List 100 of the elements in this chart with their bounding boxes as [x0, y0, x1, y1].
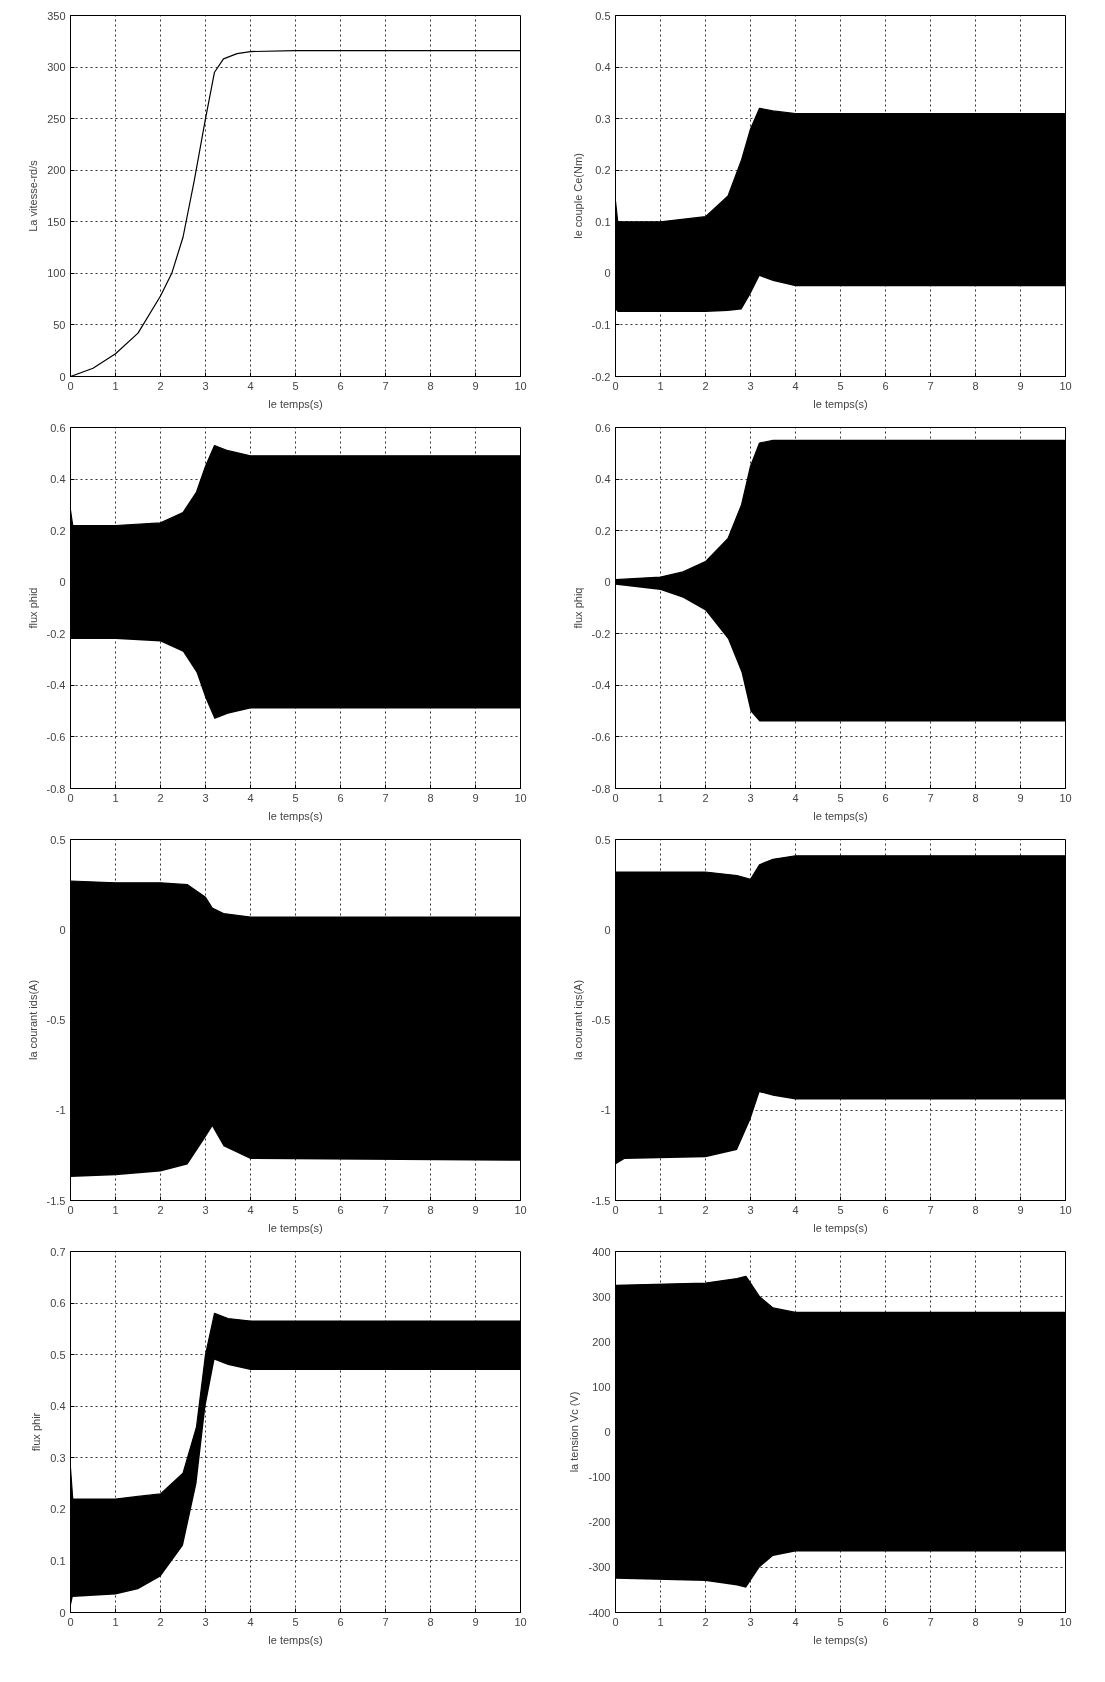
x-tick-label: 7 — [382, 1615, 389, 1628]
y-tick-label: -0.6 — [46, 730, 66, 743]
x-tick-label: 4 — [247, 379, 254, 392]
y-tick-label: 0 — [604, 267, 611, 280]
y-tick-label: 0.6 — [50, 1297, 66, 1310]
x-tick-label: 8 — [427, 1615, 434, 1628]
x-axis-title: le temps(s) — [268, 809, 323, 822]
x-tick-label: 6 — [337, 1615, 344, 1628]
x-axis-title: le temps(s) — [268, 1221, 323, 1234]
y-tick-label: 0.2 — [595, 164, 611, 177]
x-tick-label: 3 — [747, 1615, 754, 1628]
x-tick-label: 9 — [472, 1203, 479, 1216]
y-tick-label: 0.2 — [50, 1503, 66, 1516]
y-tick-label: -400 — [588, 1606, 611, 1619]
x-tick-label: 2 — [157, 1615, 164, 1628]
y-tick-label: 0.5 — [595, 833, 611, 846]
x-tick-label: 9 — [472, 791, 479, 804]
y-tick-label: 0 — [59, 923, 66, 936]
x-tick-label: 3 — [202, 1203, 209, 1216]
x-tick-label: 5 — [837, 1615, 844, 1628]
x-tick-label: 10 — [1059, 791, 1072, 804]
x-tick-label: 6 — [882, 791, 889, 804]
x-tick-label: 3 — [747, 379, 754, 392]
x-tick-label: 2 — [157, 379, 164, 392]
y-tick-label: 0.5 — [50, 1348, 66, 1361]
y-tick-label: -0.6 — [591, 730, 611, 743]
y-axis-title: la courant ids(A) — [26, 979, 39, 1061]
x-tick-label: 7 — [927, 791, 934, 804]
y-tick-label: -1.5 — [46, 1194, 66, 1207]
x-tick-label: 5 — [292, 1615, 299, 1628]
x-tick-label: 6 — [337, 1203, 344, 1216]
x-tick-label: 6 — [882, 1615, 889, 1628]
y-tick-label: 0.6 — [595, 421, 611, 434]
y-tick-label: 0 — [59, 370, 66, 383]
x-tick-label: 0 — [67, 1203, 74, 1216]
x-tick-label: 6 — [882, 1203, 889, 1216]
x-tick-label: 3 — [202, 1615, 209, 1628]
x-tick-label: 7 — [927, 1615, 934, 1628]
x-tick-label: 1 — [112, 1203, 119, 1216]
x-tick-label: 2 — [157, 791, 164, 804]
x-tick-label: 7 — [927, 1203, 934, 1216]
x-axis-title: le temps(s) — [813, 1221, 868, 1234]
x-tick-label: 3 — [202, 791, 209, 804]
y-tick-label: 0.4 — [595, 473, 611, 486]
y-tick-label: 0.1 — [595, 215, 611, 228]
y-tick-label: -0.5 — [46, 1014, 66, 1026]
x-axis-title: le temps(s) — [268, 397, 323, 410]
y-tick-label: 400 — [592, 1245, 611, 1258]
x-tick-label: 4 — [792, 791, 799, 804]
x-tick-label: 1 — [657, 791, 664, 804]
x-tick-label: 5 — [837, 791, 844, 804]
y-tick-label: 300 — [47, 61, 66, 74]
x-tick-label: 4 — [792, 1615, 799, 1628]
x-tick-label: 8 — [427, 1203, 434, 1216]
y-tick-label: 0.2 — [595, 524, 611, 537]
x-tick-label: 3 — [202, 379, 209, 392]
x-tick-label: 4 — [247, 1203, 254, 1216]
y-axis-title: La vitesse-rd/s — [27, 159, 40, 232]
y-tick-label: -100 — [588, 1471, 611, 1484]
y-tick-label: 200 — [592, 1335, 611, 1348]
y-tick-label: -0.4 — [46, 679, 66, 692]
x-tick-label: 8 — [972, 1615, 979, 1628]
x-tick-label: 5 — [292, 791, 299, 804]
y-tick-label: -1.5 — [591, 1194, 611, 1207]
y-tick-label: -200 — [588, 1516, 611, 1529]
x-tick-label: 9 — [1017, 1615, 1024, 1628]
y-tick-label: 0.7 — [50, 1245, 66, 1258]
x-tick-label: 10 — [1059, 1203, 1072, 1216]
x-tick-label: 9 — [1017, 791, 1024, 804]
x-tick-label: 7 — [382, 1203, 389, 1216]
y-tick-label: 0.3 — [595, 112, 611, 125]
x-tick-label: 8 — [427, 791, 434, 804]
y-tick-label: -0.2 — [591, 627, 611, 640]
y-tick-label: 0 — [604, 576, 611, 589]
y-tick-label: -0.8 — [46, 782, 66, 795]
y-tick-label: 50 — [53, 318, 66, 331]
y-tick-label: 0.3 — [50, 1451, 66, 1464]
y-tick-label: 250 — [47, 112, 66, 125]
y-axis-title: le couple Ce(Nm) — [571, 153, 584, 239]
x-tick-label: 2 — [702, 1203, 709, 1216]
x-tick-label: 9 — [472, 379, 479, 392]
y-tick-label: -1 — [600, 1104, 611, 1117]
y-axis-title: flux phir — [30, 1412, 43, 1452]
x-tick-label: 5 — [837, 379, 844, 392]
x-tick-label: 10 — [1059, 379, 1072, 392]
y-tick-label: 0.6 — [50, 421, 66, 434]
x-tick-label: 3 — [747, 1203, 754, 1216]
y-tick-label: 100 — [47, 267, 66, 280]
x-tick-label: 8 — [972, 379, 979, 392]
x-tick-label: 6 — [337, 379, 344, 392]
x-tick-label: 8 — [972, 791, 979, 804]
x-tick-label: 5 — [292, 1203, 299, 1216]
y-tick-label: 0.4 — [50, 473, 66, 486]
y-tick-label: 100 — [592, 1380, 611, 1393]
y-tick-label: -0.5 — [591, 1014, 611, 1026]
x-tick-label: 2 — [702, 1615, 709, 1628]
x-tick-label: 0 — [67, 379, 74, 392]
x-tick-label: 8 — [427, 379, 434, 392]
x-tick-label: 4 — [792, 1203, 799, 1216]
x-tick-label: 9 — [1017, 1203, 1024, 1216]
